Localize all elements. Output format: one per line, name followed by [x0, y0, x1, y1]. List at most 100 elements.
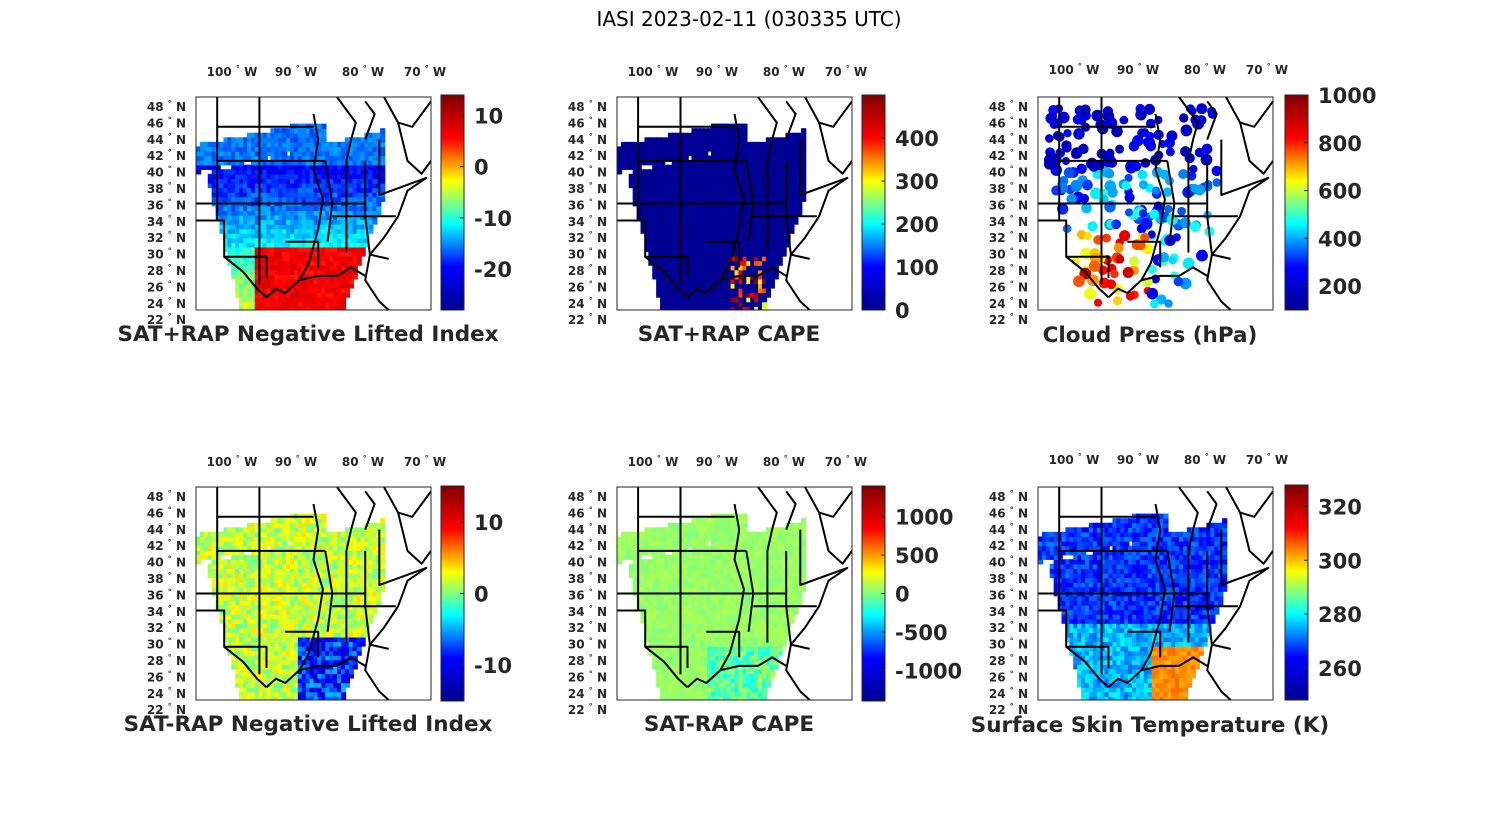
- lon-tick-label: 90 ° W: [696, 64, 738, 79]
- colorbar-tick-label: 200: [895, 213, 939, 237]
- lat-tick-label: 28 ° N: [568, 653, 607, 668]
- lat-tick-label: 34 ° N: [568, 604, 607, 619]
- panel-title: SAT-RAP Negative Lifted Index: [124, 712, 493, 737]
- lon-tick-label: 80 ° W: [1184, 452, 1226, 467]
- panel-title: SAT+RAP CAPE: [638, 322, 820, 347]
- lat-tick-label: 26 ° N: [989, 669, 1028, 684]
- lon-tick-label: 90 ° W: [275, 454, 317, 469]
- lat-tick-label: 46 ° N: [989, 115, 1028, 130]
- lat-tick-label: 30 ° N: [989, 247, 1028, 262]
- lat-tick-label: 48 ° N: [989, 99, 1028, 114]
- lat-tick-label: 24 ° N: [568, 686, 607, 701]
- lat-tick-label: 34 ° N: [147, 214, 186, 229]
- map-area: [1038, 97, 1273, 310]
- colorbar-tick-label: -1000: [895, 659, 962, 683]
- lat-tick-label: 46 ° N: [989, 505, 1028, 520]
- lon-tick-label: 100 ° W: [1049, 62, 1100, 77]
- panel-sat-minus-rap-cape: 100 ° W 90 ° W 80 ° W 70 ° W 48 ° N46 ° N 44 …: [568, 454, 962, 737]
- lon-tick-label: 80 ° W: [1184, 62, 1226, 77]
- state-boundaries: [196, 487, 431, 700]
- lat-tick-label: 44 ° N: [568, 132, 607, 147]
- lat-tick-label: 32 ° N: [147, 620, 186, 635]
- lat-tick-label: 48 ° N: [147, 489, 186, 504]
- state-boundaries: [1038, 97, 1273, 310]
- state-boundaries: [1038, 487, 1273, 700]
- lon-tick-label: 100 ° W: [207, 64, 258, 79]
- map-frame: [616, 486, 853, 701]
- lon-tick-label: 70 ° W: [1246, 452, 1288, 467]
- lat-tick-label: 22 ° N: [989, 312, 1028, 327]
- lat-tick-label: 42 ° N: [989, 148, 1028, 163]
- colorbar-tick-label: 10: [474, 511, 503, 535]
- lat-tick-label: 36 ° N: [989, 197, 1028, 212]
- colorbar-tick-label: 0: [895, 299, 910, 323]
- lat-tick-label: 44 ° N: [989, 522, 1028, 537]
- lon-tick-label: 90 ° W: [1117, 452, 1159, 467]
- colorbar-tick-label: 300: [1318, 549, 1362, 573]
- lat-tick-label: 26 ° N: [989, 279, 1028, 294]
- lat-tick-label: 42 ° N: [568, 538, 607, 553]
- map-frame: [616, 96, 853, 311]
- lat-tick-label: 46 ° N: [147, 115, 186, 130]
- lon-tick-label: 70 ° W: [1246, 62, 1288, 77]
- lat-tick-label: 48 ° N: [568, 489, 607, 504]
- colorbar-tick-label: 10: [474, 104, 503, 128]
- lat-tick-label: 46 ° N: [568, 505, 607, 520]
- lat-tick-label: 24 ° N: [147, 686, 186, 701]
- lat-tick-label: 36 ° N: [568, 197, 607, 212]
- lat-tick-label: 22 ° N: [989, 702, 1028, 717]
- colorbar-tick-label: -20: [474, 258, 512, 282]
- lat-tick-label: 26 ° N: [568, 279, 607, 294]
- lon-tick-label: 80 ° W: [342, 454, 384, 469]
- lat-tick-label: 26 ° N: [568, 669, 607, 684]
- lat-tick-label: 22 ° N: [568, 702, 607, 717]
- lat-tick-label: 46 ° N: [568, 115, 607, 130]
- lat-tick-label: 32 ° N: [989, 620, 1028, 635]
- map-area: [617, 487, 852, 700]
- colorbar-tick-label: 1000: [1318, 84, 1376, 108]
- panel-sat-rap-plus-cape: 100 ° W 90 ° W 80 ° W 70 ° W 48 ° N46 ° N 44 …: [568, 64, 939, 347]
- lat-tick-label: 48 ° N: [568, 99, 607, 114]
- colorbar-tick-label: 320: [1318, 496, 1362, 520]
- lat-tick-label: 38 ° N: [568, 571, 607, 586]
- state-boundaries: [196, 97, 431, 310]
- lat-tick-label: 24 ° N: [989, 296, 1028, 311]
- state-boundaries: [617, 487, 852, 700]
- colorbar-tick-label: 600: [1318, 180, 1362, 204]
- map-frame: [1037, 486, 1274, 701]
- lat-tick-label: 24 ° N: [568, 296, 607, 311]
- colorbar-tick-label: -10: [474, 207, 512, 231]
- lat-tick-label: 36 ° N: [147, 587, 186, 602]
- colorbar-tick-label: -10: [474, 654, 512, 678]
- lat-tick-label: 22 ° N: [147, 312, 186, 327]
- colorbar-tick-label: 500: [895, 544, 939, 568]
- map-frame: [195, 96, 432, 311]
- lat-tick-label: 36 ° N: [989, 587, 1028, 602]
- lon-tick-label: 100 ° W: [207, 454, 258, 469]
- lat-tick-label: 28 ° N: [989, 263, 1028, 278]
- lat-tick-label: 42 ° N: [989, 538, 1028, 553]
- panel-skin-temp: 100 ° W 90 ° W 80 ° W 70 ° W 48 ° N46 ° N 44 …: [971, 452, 1362, 738]
- lon-tick-label: 100 ° W: [628, 64, 679, 79]
- lat-tick-label: 32 ° N: [568, 620, 607, 635]
- lat-tick-label: 44 ° N: [147, 132, 186, 147]
- colorbar-tick-label: 280: [1318, 603, 1362, 627]
- lat-tick-label: 30 ° N: [989, 637, 1028, 652]
- lat-tick-label: 42 ° N: [147, 538, 186, 553]
- lat-tick-label: 44 ° N: [147, 522, 186, 537]
- panel-sat-minus-rap-li: 100 ° W 90 ° W 80 ° W 70 ° W 48 ° N46 ° N 44 …: [124, 454, 512, 737]
- colorbar-tick-label: -500: [895, 621, 948, 645]
- lon-tick-label: 90 ° W: [1117, 62, 1159, 77]
- panel-sat-rap-plus-li: 100 ° W 90 ° W 80 ° W 70 ° W 48 ° N46 ° N 44 …: [117, 64, 512, 347]
- lon-tick-label: 100 ° W: [1049, 452, 1100, 467]
- lat-tick-label: 48 ° N: [147, 99, 186, 114]
- lon-tick-label: 70 ° W: [404, 64, 446, 79]
- lat-tick-label: 36 ° N: [568, 587, 607, 602]
- lon-tick-label: 70 ° W: [825, 64, 867, 79]
- lat-tick-label: 24 ° N: [147, 296, 186, 311]
- lat-tick-label: 38 ° N: [147, 181, 186, 196]
- lat-tick-label: 22 ° N: [147, 702, 186, 717]
- panel-title: SAT-RAP CAPE: [644, 712, 814, 737]
- colorbar: [1284, 94, 1309, 311]
